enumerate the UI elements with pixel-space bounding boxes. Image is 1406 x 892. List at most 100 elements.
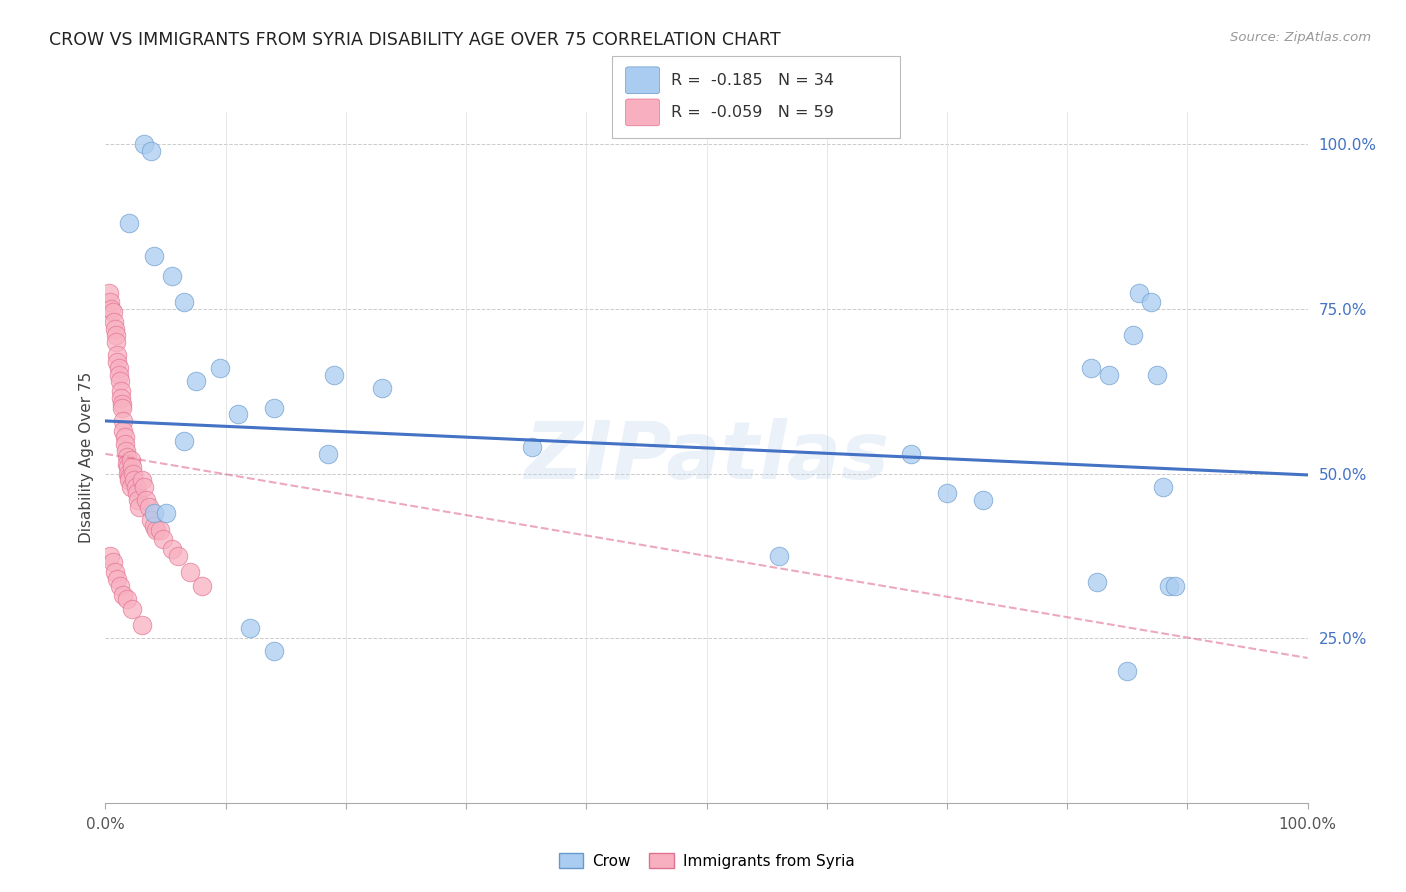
Point xyxy=(110,384,132,399)
Point xyxy=(190,578,212,592)
Point xyxy=(125,486,148,500)
Point xyxy=(107,368,129,382)
Point xyxy=(936,486,959,500)
Point xyxy=(107,572,129,586)
Point xyxy=(139,144,162,158)
Point xyxy=(111,401,134,415)
Point xyxy=(179,566,201,580)
Point xyxy=(139,513,162,527)
Point xyxy=(1164,578,1187,592)
Point xyxy=(1080,361,1102,376)
Point xyxy=(108,375,131,389)
Point xyxy=(208,361,231,376)
Point xyxy=(1128,285,1150,300)
Point xyxy=(108,578,131,592)
Point xyxy=(132,137,155,152)
Point xyxy=(1140,295,1163,310)
Point xyxy=(135,492,157,507)
Y-axis label: Disability Age Over 75: Disability Age Over 75 xyxy=(79,372,94,542)
Point xyxy=(173,434,195,448)
Point xyxy=(1122,328,1144,343)
Point xyxy=(101,305,124,319)
Point xyxy=(114,430,136,444)
Point xyxy=(263,644,285,658)
Point xyxy=(239,621,262,635)
Point xyxy=(115,591,138,606)
Point xyxy=(131,618,153,632)
Point xyxy=(121,460,143,475)
Point xyxy=(184,375,207,389)
Legend: Crow, Immigrants from Syria: Crow, Immigrants from Syria xyxy=(553,847,860,875)
Point xyxy=(226,408,249,422)
Point xyxy=(128,500,150,514)
Point xyxy=(132,480,155,494)
Point xyxy=(118,216,141,230)
Point xyxy=(104,566,127,580)
Point xyxy=(173,295,195,310)
Point xyxy=(107,361,129,376)
Point xyxy=(142,506,165,520)
Point xyxy=(1152,480,1174,494)
Point xyxy=(98,549,121,563)
Point xyxy=(900,447,922,461)
Point xyxy=(1085,575,1108,590)
Point xyxy=(768,549,790,563)
Point xyxy=(101,556,124,570)
Point xyxy=(142,519,165,533)
Point xyxy=(166,549,188,563)
Text: R =  -0.185   N = 34: R = -0.185 N = 34 xyxy=(671,73,834,87)
Text: ZIPatlas: ZIPatlas xyxy=(524,418,889,496)
Point xyxy=(131,473,153,487)
Point xyxy=(127,492,149,507)
Point xyxy=(1116,664,1139,678)
Point xyxy=(1098,368,1121,382)
Point xyxy=(145,523,167,537)
Point xyxy=(1146,368,1168,382)
Point xyxy=(522,440,544,454)
Point xyxy=(111,397,134,411)
Point xyxy=(142,249,165,263)
Point xyxy=(112,414,135,428)
Point xyxy=(155,506,177,520)
Point xyxy=(120,480,142,494)
Point xyxy=(98,285,121,300)
Point xyxy=(98,295,121,310)
Text: CROW VS IMMIGRANTS FROM SYRIA DISABILITY AGE OVER 75 CORRELATION CHART: CROW VS IMMIGRANTS FROM SYRIA DISABILITY… xyxy=(49,31,780,49)
Point xyxy=(107,354,129,368)
Point xyxy=(1159,578,1181,592)
Point xyxy=(100,301,122,316)
Point xyxy=(152,533,174,547)
Point xyxy=(263,401,285,415)
Point xyxy=(118,470,141,484)
Point xyxy=(124,473,146,487)
Point xyxy=(107,348,129,362)
Point xyxy=(371,381,394,395)
Point xyxy=(322,368,344,382)
Text: R =  -0.059   N = 59: R = -0.059 N = 59 xyxy=(671,105,834,120)
Point xyxy=(117,467,139,481)
Point xyxy=(112,424,135,438)
Point xyxy=(104,322,127,336)
Point xyxy=(120,453,142,467)
Point xyxy=(110,391,132,405)
Point xyxy=(115,443,138,458)
Text: Source: ZipAtlas.com: Source: ZipAtlas.com xyxy=(1230,31,1371,45)
Point xyxy=(972,492,994,507)
Point xyxy=(117,460,139,475)
Point xyxy=(160,269,183,284)
Point xyxy=(114,437,136,451)
Point xyxy=(316,447,339,461)
Point xyxy=(115,450,138,465)
Point xyxy=(103,315,125,329)
Point xyxy=(118,473,141,487)
Point xyxy=(122,467,145,481)
Point xyxy=(138,500,160,514)
Point xyxy=(105,334,128,349)
Point xyxy=(148,523,170,537)
Point xyxy=(121,601,143,615)
Point xyxy=(112,589,135,603)
Point xyxy=(124,480,146,494)
Point xyxy=(105,328,128,343)
Point xyxy=(115,457,138,471)
Point xyxy=(160,542,183,557)
